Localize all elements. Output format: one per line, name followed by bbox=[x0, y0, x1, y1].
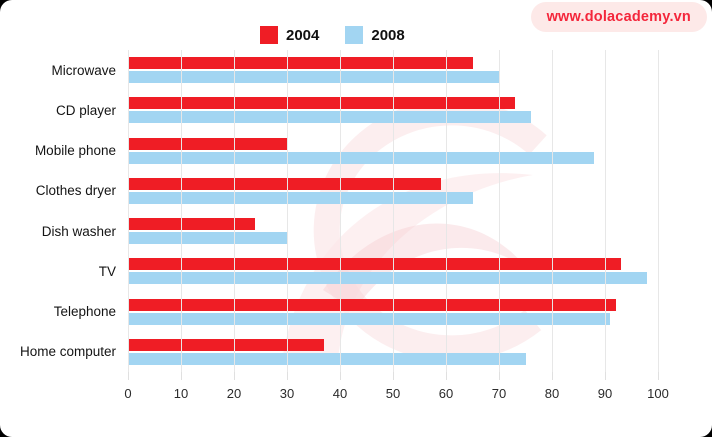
category-label-telephone: Telephone bbox=[53, 304, 116, 320]
category-axis: Microwave CD player Mobile phone Clothes dr… bbox=[0, 50, 118, 372]
gridline bbox=[234, 50, 235, 372]
x-tick-label: 90 bbox=[597, 386, 613, 401]
bar-2004-cd-player bbox=[128, 97, 515, 110]
axis-tick bbox=[393, 372, 394, 380]
chart-row-microwave bbox=[128, 50, 697, 90]
chart-row-clothes-dryer bbox=[128, 171, 697, 211]
bar-2004-home-computer bbox=[128, 338, 325, 351]
website-badge: www.dolacademy.vn bbox=[530, 2, 707, 32]
gridline bbox=[552, 50, 553, 372]
gridline bbox=[605, 50, 606, 372]
legend-swatch-2004 bbox=[260, 26, 278, 44]
category-label-home-computer: Home computer bbox=[19, 344, 116, 360]
axis-tick bbox=[340, 372, 341, 380]
gridline bbox=[181, 50, 182, 372]
category-label-microwave: Microwave bbox=[51, 62, 116, 78]
category-label-mobile-phone: Mobile phone bbox=[34, 143, 116, 159]
x-tick-label: 80 bbox=[544, 386, 560, 401]
x-tick-label: 20 bbox=[226, 386, 242, 401]
chart-row-dish-washer bbox=[128, 211, 697, 251]
chart-row-telephone bbox=[128, 292, 697, 332]
gridline bbox=[499, 50, 500, 372]
x-tick-label: 10 bbox=[173, 386, 189, 401]
category-label-clothes-dryer: Clothes dryer bbox=[35, 183, 116, 199]
x-tick-label: 30 bbox=[279, 386, 295, 401]
x-tick-label: 50 bbox=[385, 386, 401, 401]
gridline bbox=[658, 50, 659, 372]
category-label-tv: TV bbox=[98, 263, 116, 279]
bar-2008-microwave bbox=[128, 71, 499, 84]
bar-2004-mobile-phone bbox=[128, 137, 287, 150]
category-label-cd-player: CD player bbox=[55, 102, 116, 118]
gridline bbox=[287, 50, 288, 372]
chart-row-tv bbox=[128, 251, 697, 291]
x-tick-label: 60 bbox=[438, 386, 454, 401]
chart-row-mobile-phone bbox=[128, 131, 697, 171]
axis-tick bbox=[658, 372, 659, 380]
bar-2004-tv bbox=[128, 258, 621, 271]
gridline bbox=[393, 50, 394, 372]
axis-tick bbox=[499, 372, 500, 380]
bar-2004-telephone bbox=[128, 298, 616, 311]
bar-2008-dish-washer bbox=[128, 232, 287, 245]
legend-item-2008: 2008 bbox=[345, 26, 405, 44]
gridline bbox=[128, 50, 129, 372]
bar-2008-tv bbox=[128, 272, 648, 285]
bar-rows bbox=[128, 50, 697, 372]
x-tick-label: 40 bbox=[332, 386, 348, 401]
bar-2004-clothes-dryer bbox=[128, 177, 441, 190]
axis-tick bbox=[181, 372, 182, 380]
x-tick-label: 70 bbox=[491, 386, 507, 401]
plot-area bbox=[128, 50, 697, 380]
value-axis: 0 10 20 30 40 50 60 70 80 90 100 bbox=[124, 386, 697, 404]
gridline bbox=[446, 50, 447, 372]
bar-2008-clothes-dryer bbox=[128, 191, 473, 204]
x-tick-label: 0 bbox=[124, 386, 132, 401]
bar-2008-home-computer bbox=[128, 352, 526, 365]
legend-label-2008: 2008 bbox=[371, 26, 405, 44]
legend-label-2004: 2004 bbox=[286, 26, 320, 44]
gridline bbox=[340, 50, 341, 372]
chart-legend: 2004 2008 bbox=[260, 26, 405, 44]
axis-tick bbox=[287, 372, 288, 380]
bar-2004-dish-washer bbox=[128, 218, 256, 231]
bar-2008-telephone bbox=[128, 312, 611, 325]
legend-swatch-2008 bbox=[345, 26, 364, 44]
axis-tick bbox=[552, 372, 553, 380]
axis-tick bbox=[446, 372, 447, 380]
chart-row-home-computer bbox=[128, 332, 697, 372]
x-tick-label: 100 bbox=[647, 386, 669, 401]
axis-tick bbox=[605, 372, 606, 380]
bar-2008-cd-player bbox=[128, 111, 531, 124]
category-label-dish-washer: Dish washer bbox=[41, 223, 116, 239]
bar-2008-mobile-phone bbox=[128, 151, 595, 164]
axis-tick bbox=[128, 372, 129, 380]
chart-row-cd-player bbox=[128, 90, 697, 130]
legend-item-2004: 2004 bbox=[260, 26, 319, 44]
bar-2004-microwave bbox=[128, 57, 473, 70]
axis-tick bbox=[234, 372, 235, 380]
